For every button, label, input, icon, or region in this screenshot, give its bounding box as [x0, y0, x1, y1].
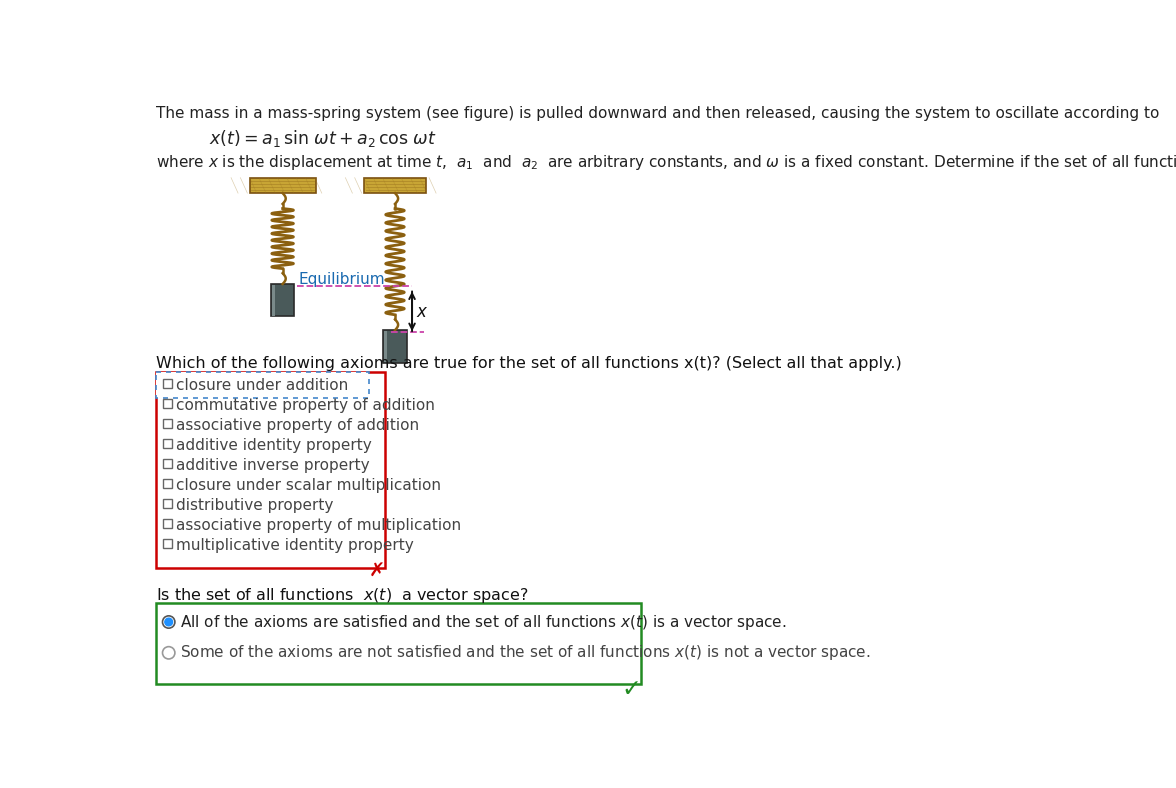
Text: Equilibrium: Equilibrium [299, 273, 385, 288]
Text: additive identity property: additive identity property [176, 438, 372, 453]
Text: additive inverse property: additive inverse property [176, 458, 370, 473]
Bar [383, 330, 407, 362]
Text: distributive property: distributive property [176, 498, 334, 513]
Bar [249, 178, 315, 193]
Text: commutative property of addition: commutative property of addition [176, 398, 435, 413]
Bar [156, 372, 369, 398]
Circle shape [162, 647, 175, 659]
Text: associative property of addition: associative property of addition [176, 418, 420, 433]
Text: Some of the axioms are not satisfied and the set of all functions $x(t)$ is not : Some of the axioms are not satisfied and… [180, 643, 870, 662]
Bar [385, 331, 387, 362]
Bar [156, 372, 385, 568]
Text: closure under addition: closure under addition [176, 378, 349, 393]
Bar [162, 539, 172, 548]
Text: where $x$ is the displacement at time $t$,  $a_1$  and  $a_2$  are arbitrary con: where $x$ is the displacement at time $t… [156, 153, 1176, 172]
Bar [162, 479, 172, 488]
Bar [162, 379, 172, 388]
Text: The mass in a mass-spring system (see figure) is pulled downward and then releas: The mass in a mass-spring system (see fi… [156, 106, 1160, 121]
Bar [162, 418, 172, 428]
Text: ✓: ✓ [621, 678, 641, 701]
Bar [156, 603, 641, 684]
Bar [272, 284, 275, 315]
Text: associative property of multiplication: associative property of multiplication [176, 518, 461, 533]
Bar [162, 499, 172, 508]
Bar [162, 399, 172, 408]
Text: closure under scalar multiplication: closure under scalar multiplication [176, 478, 441, 493]
Text: ✗: ✗ [369, 562, 386, 581]
Bar [162, 519, 172, 528]
Bar [365, 178, 426, 193]
Text: Which of the following axioms are true for the set of all functions x(t)? (Selec: Which of the following axioms are true f… [156, 356, 902, 371]
Circle shape [165, 618, 173, 626]
Bar [270, 284, 294, 316]
Text: $x(t) = a_1\,\sin\,\omega t + a_2\,\cos\,\omega t$: $x(t) = a_1\,\sin\,\omega t + a_2\,\cos\… [209, 128, 436, 150]
Text: All of the axioms are satisfied and the set of all functions $x(t)$ is a vector : All of the axioms are satisfied and the … [180, 612, 787, 631]
Text: multiplicative identity property: multiplicative identity property [176, 538, 414, 553]
Text: Is the set of all functions  $x(t)$  a vector space?: Is the set of all functions $x(t)$ a vec… [156, 585, 529, 605]
Bar [162, 459, 172, 468]
Bar [162, 439, 172, 448]
Text: $x$: $x$ [416, 303, 428, 321]
Circle shape [162, 616, 175, 628]
